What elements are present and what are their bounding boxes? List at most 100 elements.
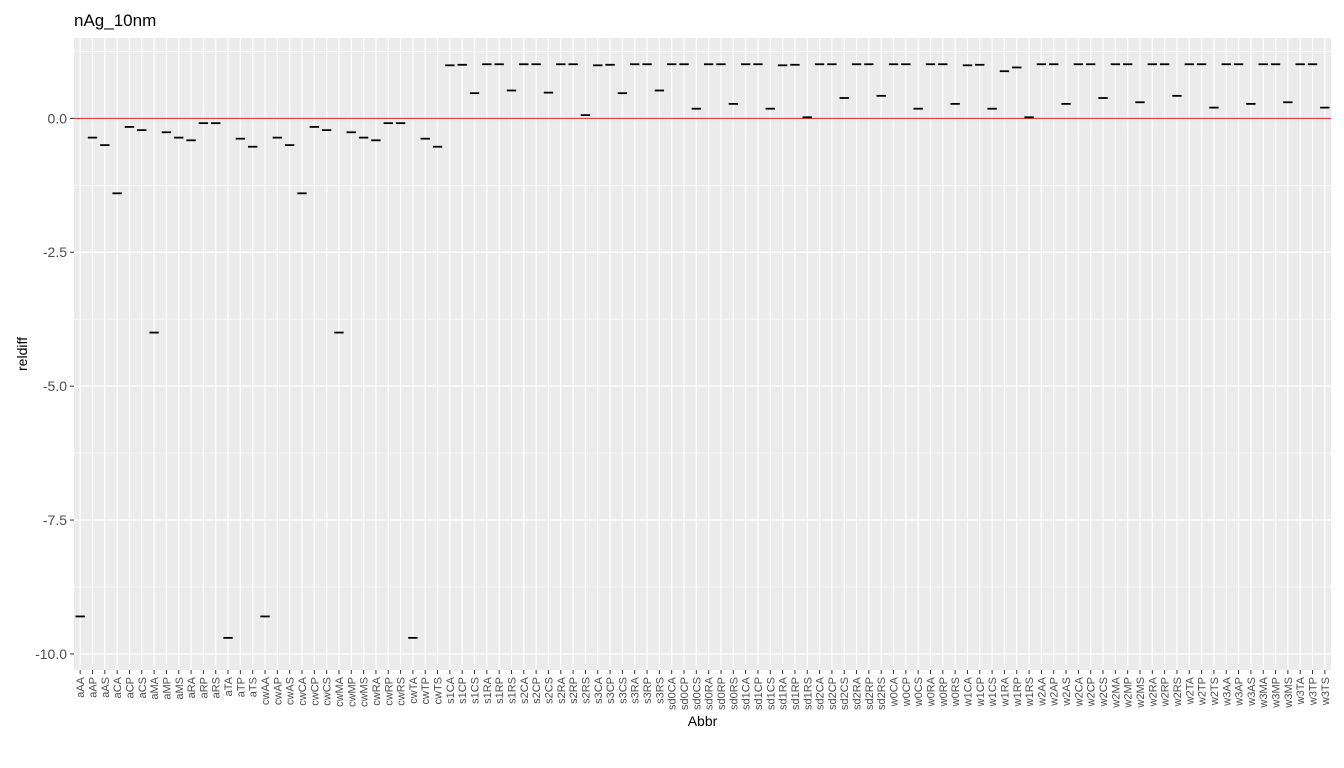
x-tick-label: sd1CS [765, 677, 777, 710]
x-tick-label: aAP [87, 677, 99, 698]
x-tick-label: w2RP [1160, 677, 1172, 707]
x-tick-label: s2RA [556, 676, 568, 704]
y-tick-label: -10.0 [35, 646, 67, 662]
x-tick-label: w2TP [1197, 677, 1209, 706]
x-tick-label: sd0CS [691, 677, 703, 710]
y-axis: 0.0 -2.5 -5.0 -7.5 -10.0 [35, 110, 74, 662]
x-tick-label: aTA [223, 676, 235, 696]
x-tick-label: cwRA [371, 676, 383, 705]
x-tick-label: sd1RP [790, 677, 802, 710]
x-tick-label: sd2CA [815, 676, 827, 710]
x-tick-label: sd2RP [864, 677, 876, 710]
x-tick-label: s2CP [531, 677, 543, 704]
x-tick-label: s1CS [470, 677, 482, 704]
x-tick-label: aAA [75, 676, 87, 697]
x-tick-label: s3RA [630, 676, 642, 704]
x-tick-label: cwRS [396, 677, 408, 706]
x-tick-label: w0CS [913, 677, 925, 707]
x-tick-label: sd0RS [728, 677, 740, 710]
x-tick-label: w3MA [1258, 676, 1270, 708]
x-tick-label: w0CP [901, 677, 913, 707]
x-axis: aAA aAP aAS aCA aCP aCS aMA aMP aMS aRA aRP aRS aTA a… [75, 670, 1332, 710]
x-tick-label: w3TS [1320, 677, 1332, 706]
y-tick-label: 0.0 [48, 110, 68, 126]
x-tick-label: sd1CP [753, 677, 765, 710]
x-tick-label: aCP [124, 677, 136, 698]
x-tick-label: aMA [149, 676, 161, 699]
x-tick-label: cwMA [334, 676, 346, 707]
x-tick-label: s2RS [580, 677, 592, 704]
x-tick-label: cwTS [433, 677, 445, 705]
x-tick-label: w2AP [1049, 677, 1061, 707]
y-axis-title: reldiff [14, 337, 30, 371]
x-tick-label: aCA [112, 676, 124, 698]
x-tick-label: w2RA [1147, 676, 1159, 707]
x-tick-label: s3RP [642, 677, 654, 704]
x-tick-label: aMS [174, 677, 186, 700]
y-tick-label: -5.0 [43, 378, 67, 394]
x-tick-label: cwAP [272, 677, 284, 705]
x-tick-label: cwCP [309, 677, 321, 706]
minor-gridlines [74, 51, 1331, 588]
x-tick-label: sd2CS [839, 677, 851, 710]
x-tick-label: s3RS [654, 677, 666, 704]
x-axis-title: Abbr [688, 713, 718, 729]
x-tick-label: w2CP [1086, 677, 1098, 707]
x-tick-label: aRP [198, 677, 210, 698]
x-tick-label: w1CP [975, 677, 987, 707]
x-tick-label: s2CS [543, 677, 555, 704]
x-tick-label: w2AA [1036, 676, 1048, 706]
x-tick-label: sd1RS [802, 677, 814, 710]
x-tick-label: cwCA [297, 676, 309, 705]
x-tick-label: s1RP [494, 677, 506, 704]
y-tick-label: -2.5 [43, 244, 67, 260]
x-tick-label: w3AA [1221, 676, 1233, 706]
x-tick-label: w0RS [950, 677, 962, 707]
x-tick-label: aTP [235, 677, 247, 697]
x-tick-label: w1CA [962, 676, 974, 707]
y-tick-label: -7.5 [43, 512, 67, 528]
x-tick-label: s2RP [568, 677, 580, 704]
x-tick-label: s1RS [506, 677, 518, 704]
x-tick-label: cwRP [383, 677, 395, 706]
x-tick-label: cwTP [420, 677, 432, 705]
x-tick-label: s3CA [593, 676, 605, 704]
x-tick-label: w3MP [1271, 677, 1283, 709]
x-tick-label: w3TA [1295, 676, 1307, 705]
x-tick-label: aMP [161, 677, 173, 700]
data-marks [75, 63, 1330, 639]
x-tick-label: cwCS [322, 677, 334, 706]
x-tick-label: w3MS [1283, 677, 1295, 709]
x-tick-label: cwMS [359, 677, 371, 707]
x-tick-label: sd0CA [667, 676, 679, 710]
x-tick-label: sd0CP [679, 677, 691, 710]
x-tick-label: w2TA [1184, 676, 1196, 705]
x-tick-label: cwAA [260, 676, 272, 705]
x-tick-label: cwMP [346, 677, 358, 707]
x-tick-label: aCS [137, 677, 149, 698]
x-tick-label: w2CS [1098, 677, 1110, 707]
x-tick-label: w1CS [987, 677, 999, 707]
x-tick-label: s2CA [519, 676, 531, 704]
x-tick-label: sd0RA [704, 676, 716, 710]
x-tick-label: sd2CP [827, 677, 839, 710]
x-tick-label: s1CP [457, 677, 469, 704]
x-tick-label: w0CA [889, 676, 901, 707]
x-tick-label: s3CP [605, 677, 617, 704]
x-tick-label: cwTA [408, 676, 420, 703]
x-tick-label: sd2RS [876, 677, 888, 710]
x-tick-label: w0RA [925, 676, 937, 707]
x-tick-label: w2RS [1172, 677, 1184, 707]
x-tick-label: w1RP [1012, 677, 1024, 707]
x-tick-label: w2TS [1209, 677, 1221, 706]
x-tick-label: w3AS [1246, 677, 1258, 707]
x-tick-label: aAS [100, 677, 112, 698]
x-tick-label: w2AS [1061, 677, 1073, 707]
x-tick-label: s1RA [482, 676, 494, 704]
x-tick-label: cwAS [285, 677, 297, 705]
major-gridlines [74, 38, 1331, 670]
x-tick-label: w2CA [1073, 676, 1085, 707]
x-tick-label: s3CS [617, 677, 629, 704]
x-tick-label: w1RS [1024, 677, 1036, 707]
